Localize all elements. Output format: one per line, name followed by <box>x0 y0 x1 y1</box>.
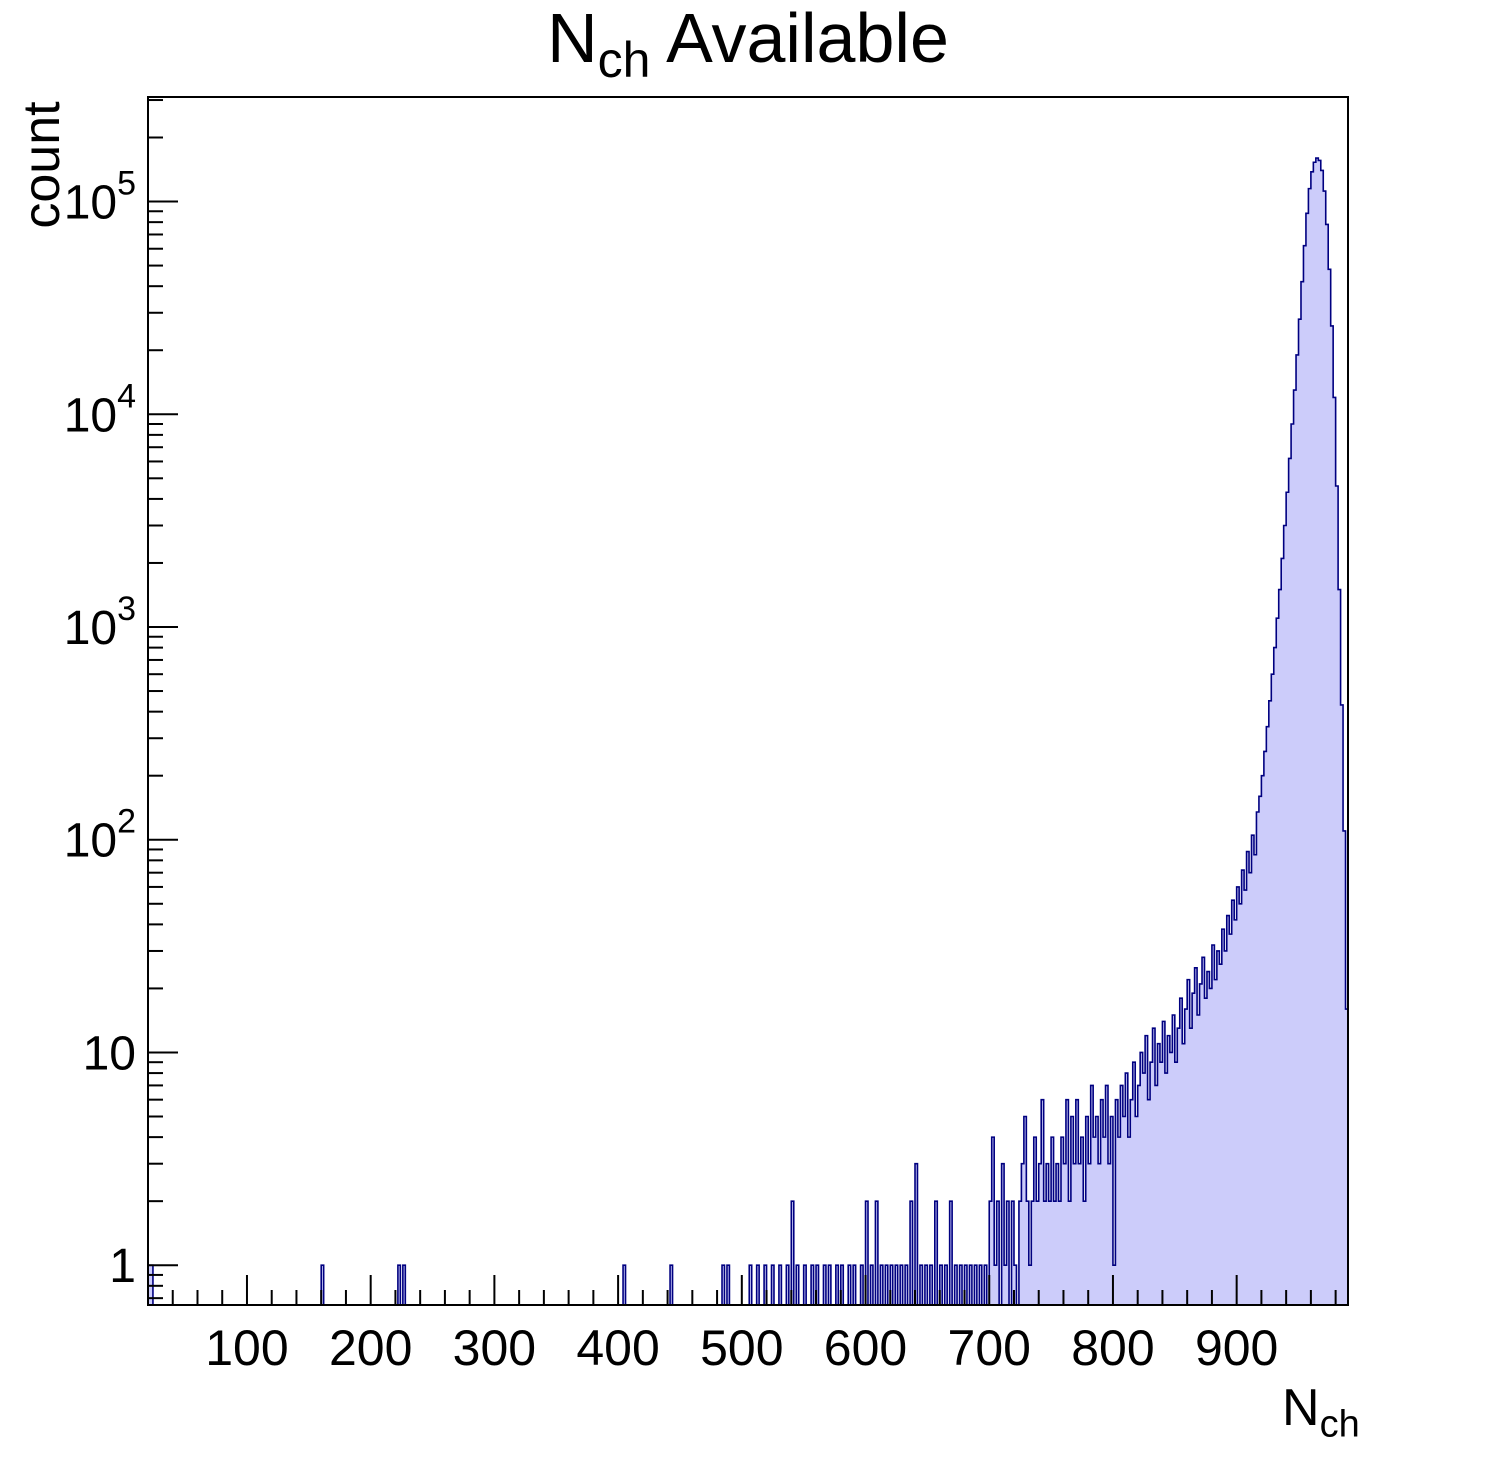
chart-title: Nch Available <box>0 0 1496 85</box>
y-tick-label: 103 <box>64 590 136 655</box>
x-axis-label: Nch <box>1282 1378 1360 1443</box>
y-tick-label: 102 <box>64 803 136 868</box>
x-tick-label: 900 <box>1195 1320 1278 1376</box>
x-tick-label: 500 <box>700 1320 783 1376</box>
x-tick-label: 400 <box>576 1320 659 1376</box>
y-tick-label: 104 <box>64 377 136 442</box>
histogram-fill <box>148 158 1348 1306</box>
x-tick-label: 800 <box>1071 1320 1154 1376</box>
x-tick-label: 200 <box>329 1320 412 1376</box>
histogram-series <box>147 157 1349 1306</box>
y-tick-label: 10 <box>83 1027 136 1080</box>
x-tick-label: 100 <box>205 1320 288 1376</box>
y-tick-label: 1 <box>109 1240 136 1293</box>
x-axis-label-subscript: ch <box>1319 1403 1360 1446</box>
y-tick-label: 105 <box>64 165 136 230</box>
chart-title-subscript: ch <box>597 32 651 88</box>
x-tick-label: 300 <box>453 1320 536 1376</box>
chart-title-main: N <box>547 0 598 77</box>
x-tick-label: 700 <box>948 1320 1031 1376</box>
plot-frame <box>147 96 1349 1306</box>
x-axis-tick-labels: 100 200 300 400 500 600 700 800 900 <box>205 1320 1278 1376</box>
chart-title-rest: Available <box>650 0 949 77</box>
y-axis-tick-labels: 1 10 102 103 104 105 <box>64 165 136 1294</box>
x-tick-label: 600 <box>824 1320 907 1376</box>
x-axis-ticks <box>171 1275 1337 1305</box>
y-axis-ticks <box>148 99 178 1300</box>
x-axis-label-main: N <box>1282 1379 1320 1437</box>
